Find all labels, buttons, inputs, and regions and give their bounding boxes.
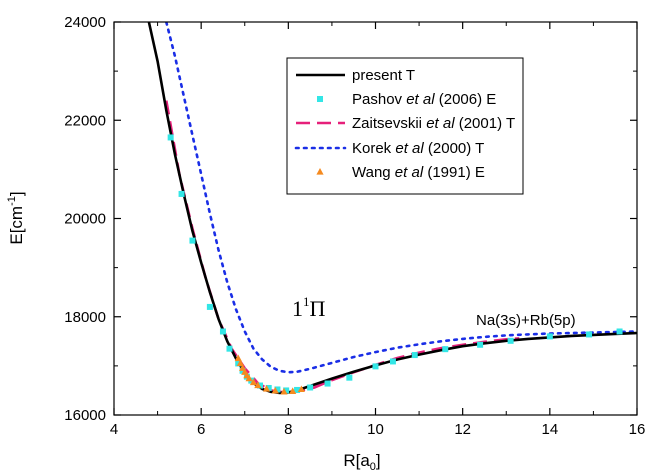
data-point-pashov-et-al-2006-e — [265, 384, 272, 391]
legend-label-korek-et-al-2000-t: Korek et al (2000) T — [352, 140, 484, 157]
legend-label-wang-et-al-1991-e: Wang et al (1991) E — [352, 164, 485, 181]
y-tick-label: 18000 — [64, 309, 106, 326]
series-line-korek-et-al-2000-t — [165, 22, 637, 374]
data-point-pashov-et-al-2006-e — [324, 380, 331, 387]
x-tick-label: 10 — [367, 421, 384, 438]
tick-labels: 4 6 8 10 12 14 16 16000 18000 20000 22000 24000 — [64, 14, 645, 438]
legend-label-present-t: present T — [352, 67, 415, 84]
data-point-pashov-et-al-2006-e — [274, 386, 281, 393]
data-point-wang-et-al-1991-e — [262, 384, 271, 392]
data-point-pashov-et-al-2006-e — [283, 387, 290, 394]
data-point-wang-et-al-1991-e — [245, 374, 253, 382]
data-point-wang-et-al-1991-e — [280, 387, 288, 395]
state-label: 11Π — [292, 294, 326, 321]
data-point-pashov-et-al-2006-e — [226, 345, 233, 352]
legend-marker-pashov-et-al-2006-e — [317, 96, 323, 102]
data-point-wang-et-al-1991-e — [249, 378, 258, 386]
y-axis-title: E[cm-1] — [6, 191, 26, 244]
legend-marker-wang-et-al-1991-e — [316, 168, 324, 175]
x-tick-label: 4 — [110, 421, 118, 438]
data-point-pashov-et-al-2006-e — [477, 341, 484, 348]
x-tick-label: 14 — [541, 421, 558, 438]
data-point-wang-et-al-1991-e — [297, 385, 306, 393]
data-point-pashov-et-al-2006-e — [206, 303, 213, 310]
y-tick-label: 22000 — [64, 112, 106, 129]
data-point-pashov-et-al-2006-e — [389, 358, 396, 365]
data-point-pashov-et-al-2006-e — [346, 374, 353, 381]
asymptote-label: Na(3s)+Rb(5p) — [476, 312, 576, 329]
legend-label-pashov-et-al-2006-e: Pashov et al (2006) E — [352, 91, 496, 108]
x-tick-label: 16 — [629, 421, 646, 438]
data-point-pashov-et-al-2006-e — [411, 352, 418, 359]
x-tick-label: 6 — [197, 421, 205, 438]
data-point-pashov-et-al-2006-e — [586, 331, 593, 338]
plot-series — [147, 22, 637, 395]
data-point-pashov-et-al-2006-e — [372, 363, 379, 370]
x-tick-label: 8 — [284, 421, 292, 438]
y-tick-label: 24000 — [64, 14, 106, 31]
data-point-pashov-et-al-2006-e — [442, 346, 449, 353]
data-point-wang-et-al-1991-e — [271, 386, 279, 394]
data-point-pashov-et-al-2006-e — [507, 337, 514, 344]
y-tick-label: 20000 — [64, 211, 106, 228]
y-tick-label: 16000 — [64, 407, 106, 424]
data-point-wang-et-al-1991-e — [254, 381, 262, 389]
data-point-wang-et-al-1991-e — [289, 387, 297, 395]
data-point-pashov-et-al-2006-e — [546, 333, 553, 340]
data-point-pashov-et-al-2006-e — [167, 134, 174, 141]
data-point-pashov-et-al-2006-e — [219, 328, 226, 335]
legend-box — [286, 57, 524, 195]
data-point-wang-et-al-1991-e — [234, 354, 242, 362]
data-point-pashov-et-al-2006-e — [178, 190, 185, 197]
data-point-pashov-et-al-2006-e — [294, 386, 301, 393]
data-point-pashov-et-al-2006-e — [616, 328, 623, 335]
legend-label-zaitsevskii-et-al-2001-t: Zaitsevskii et al (2001) T — [352, 115, 515, 132]
legend: present T Pashov et al (2006) E Zaitsevski… — [286, 57, 524, 195]
data-point-pashov-et-al-2006-e — [307, 384, 314, 391]
data-point-pashov-et-al-2006-e — [189, 237, 196, 244]
axes — [113, 21, 638, 416]
x-axis-title: R[a0] — [343, 451, 380, 472]
data-point-wang-et-al-1991-e — [236, 359, 244, 367]
x-tick-label: 12 — [454, 421, 471, 438]
